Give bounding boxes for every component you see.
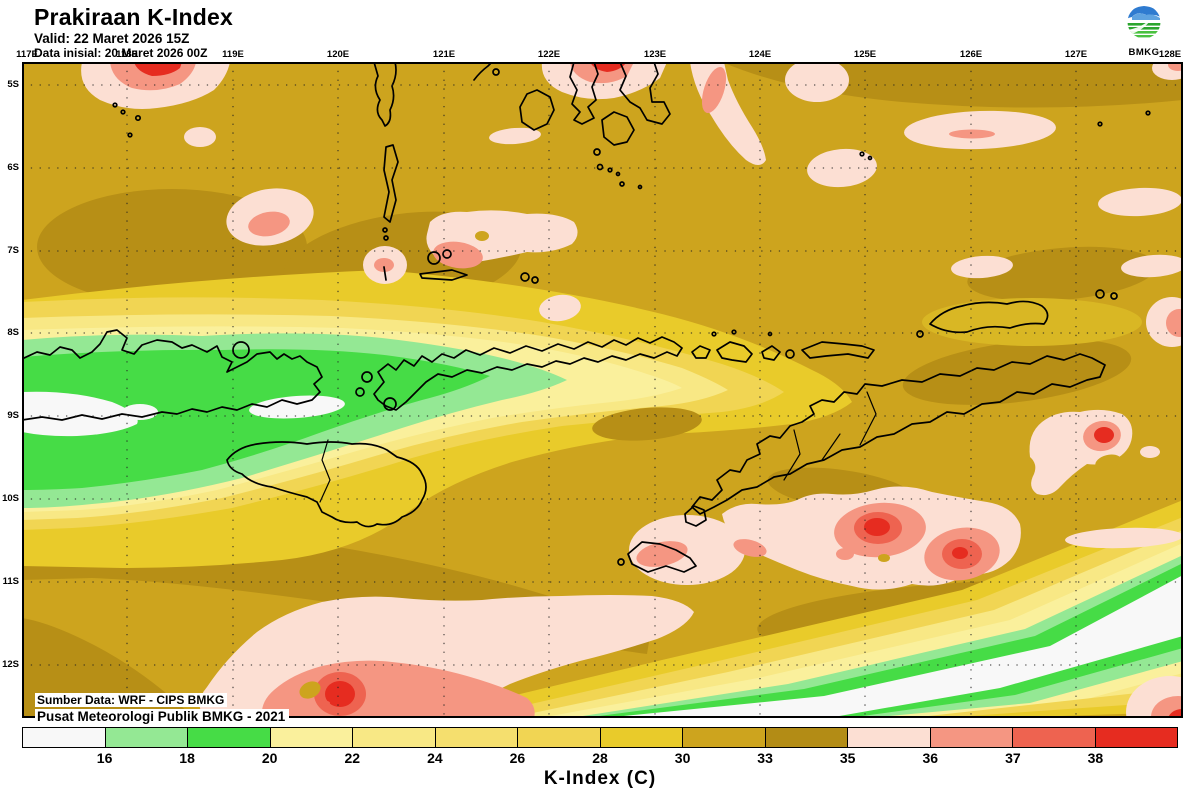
colorbar-segment (187, 728, 270, 747)
longitude-axis: 117E 118E 119E 120E 121E 122E 123E 124E … (0, 49, 1200, 60)
colorbar-segment (1094, 728, 1177, 747)
colorbar-tick: 18 (179, 750, 195, 766)
lon-tick: 118E (116, 49, 138, 60)
lon-tick: 124E (748, 49, 772, 60)
publisher-label: Pusat Meteorologi Publik BMKG - 2021 (35, 709, 290, 725)
colorbar-tick: 33 (757, 750, 773, 766)
lon-tick: 127E (1064, 49, 1088, 60)
lat-tick: 6S (7, 162, 19, 173)
colorbar-tick: 28 (592, 750, 608, 766)
bmkg-logo-icon (1127, 5, 1161, 39)
map-credits: Sumber Data: WRF - CIPS BMKG Pusat Meteo… (35, 691, 290, 725)
coastlines (21, 61, 1151, 573)
lat-tick: 12S (2, 659, 19, 670)
colorbar-tick: 37 (1005, 750, 1021, 766)
page-title: Prakiraan K-Index (34, 4, 233, 30)
colorbar-tick: 35 (839, 750, 856, 766)
lon-tick: 126E (959, 49, 983, 60)
lat-tick: 7S (7, 245, 19, 256)
colorbar-segment (682, 728, 765, 747)
colorbar-segment (23, 728, 105, 747)
lat-tick: 5S (7, 79, 19, 90)
lat-tick: 8S (7, 327, 19, 338)
lon-tick: 125E (853, 49, 877, 60)
colorbar-segment (1012, 728, 1095, 747)
lat-tick: 9S (7, 410, 19, 421)
kindex-map: Sumber Data: WRF - CIPS BMKG Pusat Meteo… (21, 56, 1200, 748)
colorbar-segment (599, 728, 682, 747)
bmkg-logo-label: BMKG (1128, 47, 1160, 58)
colorbar-tick: 22 (344, 750, 361, 766)
colorbar-tick: 30 (674, 750, 691, 766)
initial-time-label: Data inisial: 20 Maret 2026 00Z (34, 46, 208, 60)
colorbar-segment (847, 728, 930, 747)
colorbar-caption: K-Index (C) (543, 768, 657, 789)
colorbar-segment (517, 728, 600, 747)
map-border (22, 62, 1183, 718)
colorbar-tick: 20 (261, 750, 278, 766)
colorbar-tick: 36 (922, 750, 939, 766)
lat-tick: 11S (2, 576, 19, 587)
colorbar-tick: 16 (96, 750, 113, 766)
lat-tick: 10S (2, 493, 19, 504)
data-source-label: Sumber Data: WRF - CIPS BMKG (35, 693, 228, 707)
kindex-contour-map (21, 56, 1200, 748)
latitude-axis: 5S 6S 7S 8S 9S 10S 11S 12S (0, 0, 20, 800)
colorbar-tick: 38 (1087, 750, 1104, 766)
lon-tick: 120E (326, 49, 350, 60)
lon-tick: 128E (1158, 49, 1182, 60)
lon-tick: 123E (643, 49, 667, 60)
lon-tick: 122E (537, 49, 561, 60)
grid-lines (22, 62, 1183, 718)
colorbar-segment (104, 728, 187, 747)
colorbar-tick: 24 (427, 750, 443, 766)
colorbar-segment (352, 728, 435, 747)
valid-time-label: Valid: 22 Maret 2026 15Z (34, 31, 190, 46)
lon-tick: 117E (16, 49, 38, 60)
lon-tick: 121E (432, 49, 456, 60)
bmkg-logo: BMKG (1122, 3, 1166, 58)
lon-tick: 119E (222, 49, 244, 60)
colorbar-segment (434, 728, 517, 747)
colorbar-ticks: 16 18 20 22 24 26 28 30 33 35 36 37 38 (22, 750, 1178, 766)
colorbar-segment (269, 728, 352, 747)
kindex-colorbar (22, 727, 1178, 748)
colorbar-segment (929, 728, 1012, 747)
colorbar-tick: 26 (509, 750, 526, 766)
colorbar-segment (764, 728, 847, 747)
